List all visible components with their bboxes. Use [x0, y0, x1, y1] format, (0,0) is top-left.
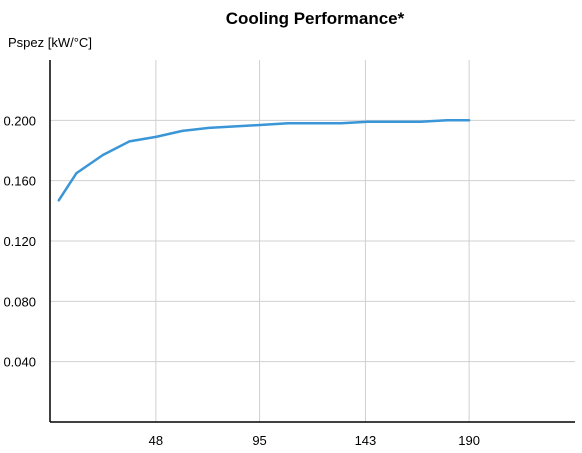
- chart-title: Cooling Performance*: [226, 9, 405, 28]
- y-axis-label: Pspez [kW/°C]: [8, 35, 92, 50]
- x-tick-label: 95: [252, 433, 266, 448]
- series-line: [57, 119, 471, 202]
- series-lines: [57, 119, 471, 202]
- x-tick-label: 143: [355, 433, 377, 448]
- y-tick-label: 0.160: [3, 174, 36, 189]
- axes: [49, 60, 575, 423]
- y-tick-label: 0.040: [3, 355, 36, 370]
- gridlines: [50, 60, 575, 422]
- y-tick-label: 0.120: [3, 234, 36, 249]
- tick-labels: 0.200 0.160 0.120 0.080 0.040 48 95 143 190: [3, 113, 480, 448]
- y-tick-label: 0.200: [3, 113, 36, 128]
- x-tick-label: 48: [149, 433, 163, 448]
- y-tick-label: 0.080: [3, 294, 36, 309]
- x-tick-label: 190: [458, 433, 480, 448]
